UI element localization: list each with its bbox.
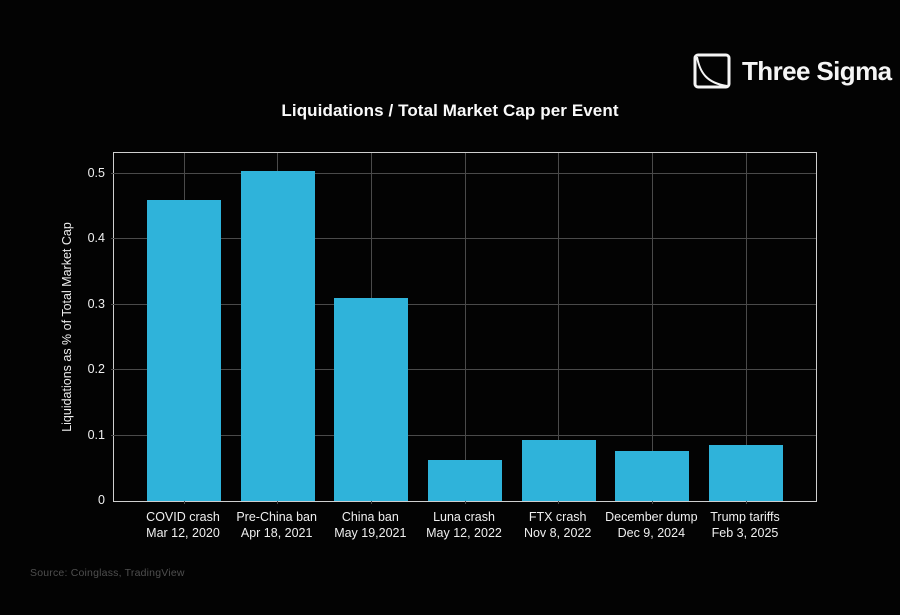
bar-5 xyxy=(615,451,690,501)
event-date: Apr 18, 2021 xyxy=(240,525,313,540)
x-tick-label: December dump Dec 9, 2024 xyxy=(586,510,716,541)
event-date: Nov 8, 2022 xyxy=(523,525,592,540)
x-tick-label: FTX crash Nov 8, 2022 xyxy=(493,510,623,541)
brand-name: Three Sigma xyxy=(742,55,892,86)
y-tick-label: 0.2 xyxy=(87,362,105,377)
bar-6 xyxy=(709,445,783,501)
bar-2 xyxy=(334,298,409,501)
event-name: FTX crash xyxy=(528,510,587,524)
three-sigma-logo-icon xyxy=(693,53,731,89)
event-date: Feb 3, 2025 xyxy=(711,525,779,540)
y-tick-label: 0.1 xyxy=(87,427,105,442)
bar-3 xyxy=(428,460,502,501)
x-tick-label: COVID crash Mar 12, 2020 xyxy=(118,510,248,541)
source-credit: Source: Coinglass, TradingView xyxy=(30,567,185,579)
event-date: Dec 9, 2024 xyxy=(617,525,686,540)
y-tick-label: 0.4 xyxy=(87,231,105,246)
x-gridline xyxy=(464,153,466,504)
y-gridline xyxy=(111,369,816,371)
x-gridline xyxy=(558,153,560,504)
brand-logo: Three Sigma xyxy=(693,53,892,89)
bar-1 xyxy=(240,170,315,501)
y-tick-label: 0.3 xyxy=(87,296,105,311)
event-name: China ban xyxy=(341,510,399,524)
x-tick-label: China ban May 19,2021 xyxy=(305,510,435,541)
event-name: Luna crash xyxy=(433,510,495,524)
y-tick-label: 0 xyxy=(98,493,105,507)
x-gridline xyxy=(745,153,747,504)
y-tick-label: 0.5 xyxy=(87,165,105,180)
y-gridline xyxy=(111,303,816,305)
chart-title: Liquidations / Total Market Cap per Even… xyxy=(281,101,619,120)
plot-area xyxy=(111,152,817,504)
x-gridline xyxy=(651,153,653,504)
y-gridline xyxy=(111,434,816,436)
event-name: COVID crash xyxy=(146,510,220,524)
y-gridline xyxy=(111,172,816,174)
bar-0 xyxy=(147,200,221,501)
x-tick-label: Luna crash May 12, 2022 xyxy=(399,510,529,541)
y-gridline xyxy=(111,238,816,240)
x-tick-label: Trump tariffs Feb 3, 2025 xyxy=(680,510,810,541)
event-date: May 19,2021 xyxy=(334,525,407,540)
event-date: May 12, 2022 xyxy=(426,525,502,540)
bar-4 xyxy=(521,440,596,501)
x-tick-label: Pre-China ban Apr 18, 2021 xyxy=(212,510,342,541)
event-name: December dump xyxy=(605,510,698,524)
event-date: Mar 12, 2020 xyxy=(146,525,220,540)
event-name: Trump tariffs xyxy=(710,510,780,524)
event-name: Pre-China ban xyxy=(236,510,317,524)
y-axis-label: Liquidations as % of Total Market Cap xyxy=(60,222,74,432)
